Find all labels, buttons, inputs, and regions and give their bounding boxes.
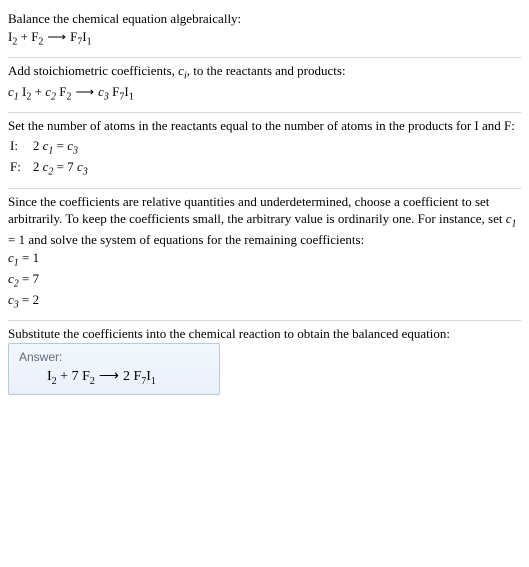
I2: I2: [47, 369, 57, 384]
F2: F2: [82, 369, 95, 384]
balance-eq-F: 2 c2 = 7 c3: [33, 159, 98, 178]
plus: + 7: [57, 369, 82, 384]
c2: c2: [43, 159, 54, 174]
eq: = 7: [53, 159, 77, 174]
solution-c2: c2 = 7: [8, 270, 521, 291]
sym: F: [82, 369, 90, 384]
F7I1: F7I1: [133, 369, 155, 384]
num: 2: [33, 159, 43, 174]
atom-balance-text: Set the number of atoms in the reactants…: [8, 117, 521, 135]
balance-eq-I: 2 c1 = c3: [33, 138, 98, 157]
substitute-text: Substitute the coefficients into the che…: [8, 325, 521, 343]
val: = 2: [19, 292, 39, 307]
text: Add stoichiometric coefficients,: [8, 63, 178, 78]
plus: +: [31, 84, 45, 99]
element-label: I:: [10, 138, 31, 157]
section-coefficients: Add stoichiometric coefficients, ci, to …: [8, 58, 521, 112]
section-atom-balance: Set the number of atoms in the reactants…: [8, 113, 521, 188]
section-answer: Substitute the coefficients into the che…: [8, 321, 521, 403]
solve-text: Since the coefficients are relative quan…: [8, 193, 521, 249]
text: Since the coefficients are relative quan…: [8, 194, 506, 227]
sub: 3: [83, 167, 88, 178]
balanced-equation: I2 + 7 F2⟶2 F7I1: [19, 368, 209, 387]
sub: 1: [512, 219, 517, 230]
c1: c1: [43, 138, 54, 153]
section-solve: Since the coefficients are relative quan…: [8, 189, 521, 320]
answer-label: Answer:: [19, 350, 209, 364]
product-F7I1: F7I1: [70, 29, 92, 44]
problem-equation: I2 + F2⟶F7I1: [8, 28, 521, 49]
section-problem: Balance the chemical equation algebraica…: [8, 6, 521, 57]
I2: I2: [22, 84, 31, 99]
val: = 7: [19, 271, 39, 286]
ci-symbol: ci: [178, 63, 187, 78]
c: c2: [8, 271, 19, 286]
answer-box: Answer: I2 + 7 F2⟶2 F7I1: [8, 343, 220, 396]
F2: F2: [59, 84, 71, 99]
sub: 3: [73, 146, 78, 157]
eq: =: [53, 138, 67, 153]
c3: c3: [77, 159, 88, 174]
solution-c3: c3 = 2: [8, 291, 521, 312]
c2: c2: [45, 84, 56, 99]
c: c1: [8, 250, 19, 265]
c3: c3: [98, 84, 109, 99]
text: , to the reactants and products:: [187, 63, 346, 78]
val: = 1: [19, 250, 39, 265]
plus: +: [17, 29, 31, 44]
sub: 1: [151, 375, 156, 386]
F7I1: F7I1: [112, 84, 134, 99]
reaction-arrow: ⟶: [95, 369, 123, 384]
atom-balance-table: I: 2 c1 = c3 F: 2 c2 = 7 c3: [8, 136, 100, 179]
reaction-arrow: ⟶: [43, 29, 70, 44]
element-label: F:: [10, 159, 31, 178]
c: c3: [8, 292, 19, 307]
num: 2: [33, 138, 43, 153]
text: and solve the system of equations for th…: [25, 232, 364, 247]
c3: c3: [67, 138, 78, 153]
reactant-I2: I2: [8, 29, 17, 44]
sub: 1: [129, 91, 134, 102]
eq: = 1: [8, 232, 25, 247]
c1: c1: [506, 211, 517, 226]
table-row: I: 2 c1 = c3: [10, 138, 98, 157]
solution-c1: c1 = 1: [8, 249, 521, 270]
reaction-arrow: ⟶: [71, 84, 98, 99]
coefficients-text: Add stoichiometric coefficients, ci, to …: [8, 62, 521, 83]
table-row: F: 2 c2 = 7 c3: [10, 159, 98, 178]
reactant-F2: F2: [31, 29, 43, 44]
problem-title: Balance the chemical equation algebraica…: [8, 10, 521, 28]
c1: c1: [8, 84, 19, 99]
sub: 1: [87, 36, 92, 47]
coefficients-equation: c1 I2 + c2 F2⟶c3 F7I1: [8, 83, 521, 104]
coef: 2: [123, 369, 134, 384]
